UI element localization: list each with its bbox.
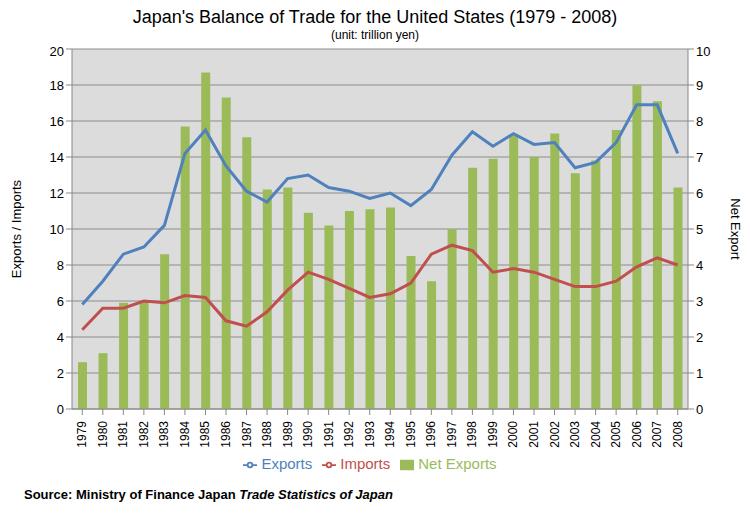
svg-text:2008: 2008 [671,421,685,448]
svg-text:1982: 1982 [137,421,151,448]
svg-text:5: 5 [696,222,703,237]
svg-text:2: 2 [696,330,703,345]
svg-text:1984: 1984 [178,421,192,448]
svg-text:1990: 1990 [301,421,315,448]
svg-text:3: 3 [696,294,703,309]
svg-text:16: 16 [50,114,64,129]
html-text:(unit: trillion yen): (unit: trillion yen) [331,28,419,42]
svg-text:14: 14 [50,150,64,165]
html-text:Net Exports: Net Exports [418,455,497,472]
svg-text:1: 1 [696,366,703,381]
svg-text:8: 8 [57,258,64,273]
svg-text:1987: 1987 [240,421,254,448]
svg-text:4: 4 [696,258,703,273]
svg-text:2000: 2000 [506,421,520,448]
svg-text:1995: 1995 [404,421,418,448]
svg-text:1979: 1979 [75,421,89,448]
svg-text:1980: 1980 [96,421,110,448]
svg-text:2003: 2003 [568,421,582,448]
html-text:Imports: Imports [340,455,391,472]
svg-text:6: 6 [57,294,64,309]
svg-text:20: 20 [50,44,64,59]
html-text:Exports: Exports [261,455,313,472]
svg-text:1991: 1991 [322,421,336,448]
svg-text:1989: 1989 [281,421,295,448]
svg-text:Exports / Imports: Exports / Imports [9,179,24,278]
svg-text:2005: 2005 [609,421,623,448]
svg-text:1992: 1992 [342,421,356,448]
svg-text:1983: 1983 [157,421,171,448]
svg-text:1993: 1993 [363,421,377,448]
svg-text:2001: 2001 [527,421,541,448]
svg-text:2002: 2002 [548,421,562,448]
svg-text:1985: 1985 [198,421,212,448]
svg-text:0: 0 [696,402,703,417]
svg-text:4: 4 [57,330,64,345]
svg-text:1999: 1999 [486,421,500,448]
svg-text:1988: 1988 [260,421,274,448]
svg-text:12: 12 [50,186,64,201]
svg-text:9: 9 [696,78,703,93]
svg-text:2007: 2007 [650,421,664,448]
svg-text:8: 8 [696,114,703,129]
svg-text:6: 6 [696,186,703,201]
svg-text:1996: 1996 [424,421,438,448]
html-text:Japan's Balance of Trade for t: Japan's Balance of Trade for the United … [132,7,618,27]
svg-text:1994: 1994 [383,421,397,448]
svg-text:Net Export: Net Export [728,198,742,260]
svg-text:10: 10 [696,44,710,59]
svg-text:1997: 1997 [445,421,459,448]
svg-text:2004: 2004 [589,421,603,448]
svg-text:1998: 1998 [465,421,479,448]
svg-text:0: 0 [57,402,64,417]
svg-text:1986: 1986 [219,421,233,448]
svg-text:2006: 2006 [630,421,644,448]
svg-text:10: 10 [50,222,64,237]
html-text:Source: Ministry of Finance Ja: Source: Ministry of Finance Japan Trade … [24,487,393,502]
svg-text:18: 18 [50,78,64,93]
svg-text:1981: 1981 [116,421,130,448]
svg-text:2: 2 [57,366,64,381]
svg-text:7: 7 [696,150,703,165]
